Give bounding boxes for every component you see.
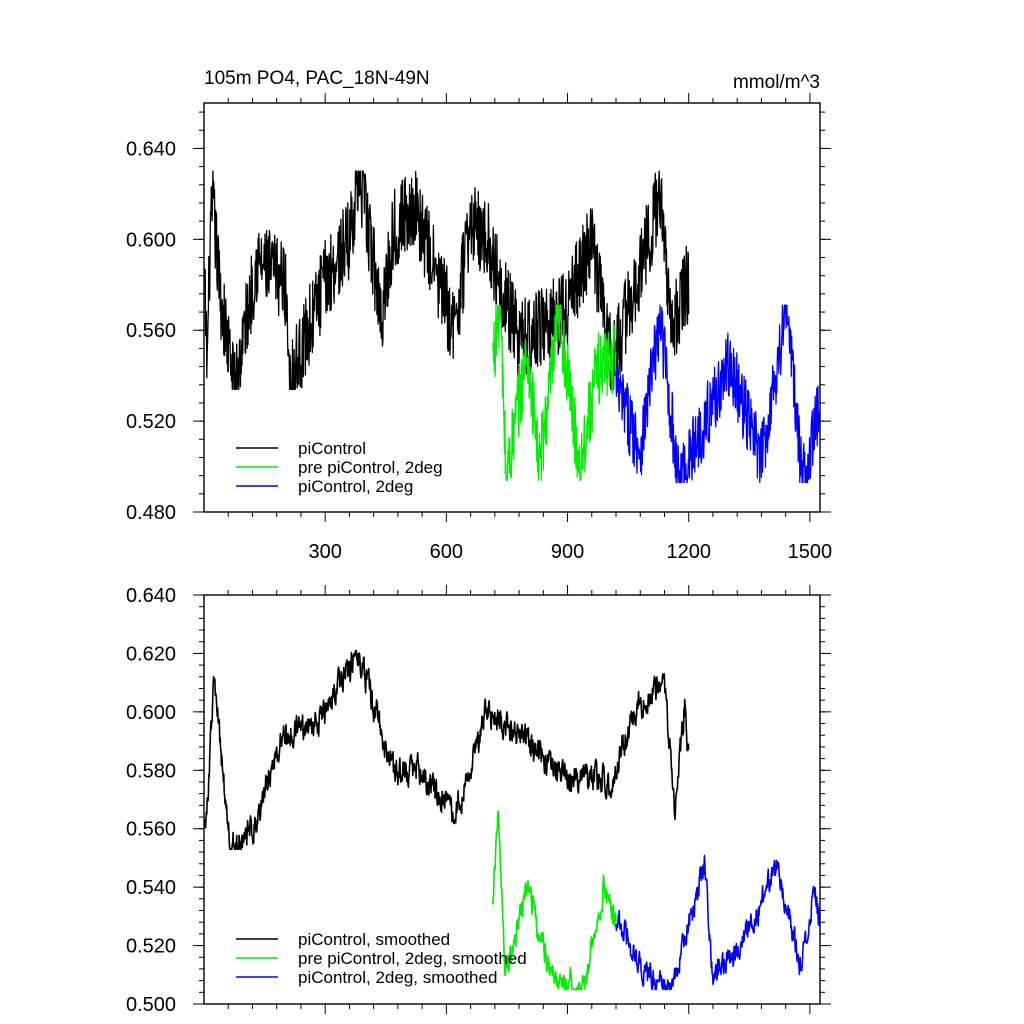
x-tick-label: 1200 — [666, 541, 711, 563]
series-line — [615, 304, 821, 484]
y-tick-label: 0.560 — [126, 320, 176, 342]
top-ticks: 300 600 900 1200 1500 0.480 0.520 0.560 0.600 0.6… — [126, 93, 832, 563]
series-line — [492, 810, 617, 991]
y-tick-label: 0.560 — [126, 819, 176, 841]
series-line — [203, 649, 690, 850]
series-line — [203, 170, 690, 390]
y-tick-label: 0.500 — [126, 994, 176, 1016]
legend-label: piControl, smoothed — [298, 930, 450, 949]
y-tick-label: 0.540 — [126, 877, 176, 899]
top-frame — [203, 102, 821, 513]
panel-top: 300 600 900 1200 1500 0.480 0.520 0.560 0.600 0.6… — [126, 93, 832, 563]
legend-label: piControl, 2deg — [298, 477, 413, 496]
top-series — [203, 170, 821, 484]
y-tick-label: 0.520 — [126, 936, 176, 958]
x-tick-label: 300 — [308, 541, 341, 563]
bottom-series — [203, 649, 821, 991]
series-line — [615, 854, 821, 991]
y-tick-label: 0.600 — [126, 702, 176, 724]
bottom-ticks: 0.500 0.520 0.540 0.560 0.580 0.600 0.620 0.640 — [126, 585, 831, 1016]
legend-label: piControl, 2deg, smoothed — [298, 968, 497, 987]
y-tick-label: 0.480 — [126, 502, 176, 524]
series-line — [492, 304, 617, 481]
y-tick-label: 0.580 — [126, 760, 176, 782]
x-tick-label: 900 — [551, 541, 584, 563]
plot-title-left: 105m PO4, PAC_18N-49N — [204, 68, 430, 89]
y-tick-label: 0.520 — [126, 411, 176, 433]
panel-bottom: 0.500 0.520 0.540 0.560 0.580 0.600 0.620 0.640… — [126, 585, 831, 1016]
plot-units-label: mmol/m^3 — [733, 72, 820, 93]
y-tick-label: 0.620 — [126, 643, 176, 665]
legend-label: piControl — [298, 439, 366, 458]
y-tick-label: 0.600 — [126, 229, 176, 251]
legend-label: pre piControl, 2deg, smoothed — [298, 949, 527, 968]
x-tick-label: 1500 — [788, 541, 833, 563]
y-tick-label: 0.640 — [126, 585, 176, 607]
bottom-frame — [203, 594, 821, 1005]
x-tick-label: 600 — [430, 541, 463, 563]
legend-label: pre piControl, 2deg — [298, 458, 443, 477]
y-tick-label: 0.640 — [126, 138, 176, 160]
